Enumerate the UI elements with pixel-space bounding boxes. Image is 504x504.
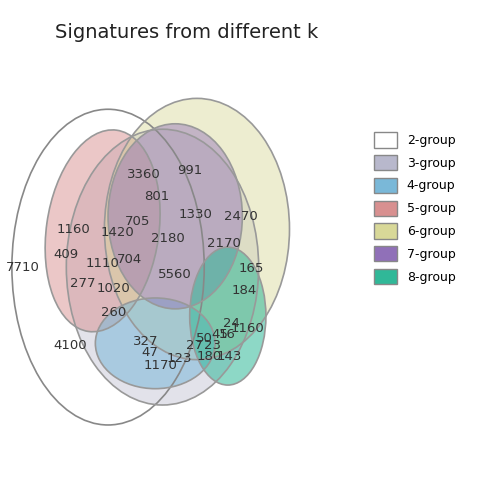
Ellipse shape: [95, 298, 215, 389]
Text: 1170: 1170: [144, 359, 177, 371]
Text: 704: 704: [117, 254, 143, 266]
Text: 2470: 2470: [224, 210, 258, 223]
Text: 1160: 1160: [57, 223, 90, 235]
Legend: 2-group, 3-group, 4-group, 5-group, 6-group, 7-group, 8-group: 2-group, 3-group, 4-group, 5-group, 6-gr…: [374, 132, 456, 284]
Ellipse shape: [104, 98, 289, 360]
Text: 1330: 1330: [178, 208, 212, 221]
Text: 1420: 1420: [100, 226, 134, 239]
Text: 24: 24: [223, 317, 240, 330]
Text: 2180: 2180: [151, 232, 185, 244]
Text: 16: 16: [219, 328, 235, 341]
Text: 143: 143: [216, 350, 241, 363]
Text: Signatures from different k: Signatures from different k: [55, 23, 318, 42]
Text: 801: 801: [145, 190, 170, 203]
Text: 2170: 2170: [207, 237, 241, 250]
Text: 277: 277: [70, 277, 95, 290]
Text: 184: 184: [231, 284, 257, 297]
Text: 47: 47: [141, 346, 158, 359]
Text: 27: 27: [186, 339, 203, 352]
Text: 327: 327: [134, 335, 159, 348]
Text: 180: 180: [197, 350, 222, 362]
Text: 165: 165: [239, 263, 264, 275]
Text: 45: 45: [211, 328, 228, 341]
Text: 3360: 3360: [128, 168, 161, 181]
Text: 409: 409: [54, 248, 79, 261]
Ellipse shape: [190, 247, 266, 385]
Text: 1020: 1020: [97, 282, 131, 295]
Text: 991: 991: [177, 164, 202, 177]
Ellipse shape: [67, 129, 259, 405]
Text: 260: 260: [101, 306, 126, 319]
Text: 123: 123: [166, 352, 192, 365]
Text: 23: 23: [204, 339, 221, 352]
Ellipse shape: [45, 130, 160, 332]
Text: 50: 50: [196, 332, 213, 345]
Text: 1160: 1160: [231, 322, 265, 335]
Ellipse shape: [108, 124, 242, 309]
Text: 7710: 7710: [6, 261, 40, 274]
Text: 1110: 1110: [86, 257, 119, 270]
Text: 5560: 5560: [158, 268, 192, 281]
Text: 705: 705: [124, 215, 150, 228]
Text: 4100: 4100: [53, 339, 87, 352]
